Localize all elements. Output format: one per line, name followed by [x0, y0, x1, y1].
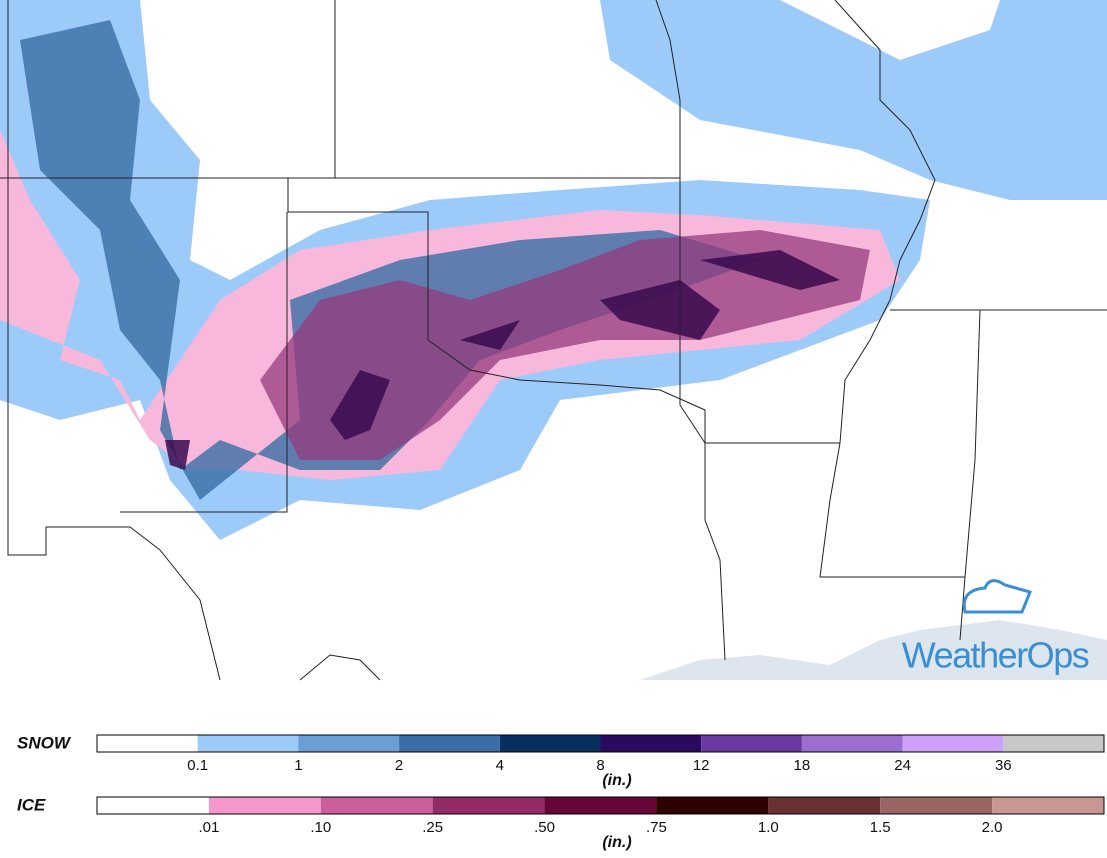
legend-label: .50 — [534, 819, 555, 836]
legend-swatch — [97, 735, 198, 752]
legend-swatch — [902, 735, 1004, 752]
legend-label: 2 — [395, 757, 403, 774]
legend-label: 1 — [294, 757, 302, 774]
legend-label: 12 — [693, 757, 710, 774]
legend-swatch — [701, 735, 802, 752]
legend-swatch — [544, 797, 657, 814]
legend-swatch — [320, 797, 433, 814]
legend-label: .75 — [646, 819, 667, 836]
legend-label: .01 — [198, 819, 219, 836]
logo-icon — [962, 579, 1033, 614]
legend-frame — [96, 734, 1105, 753]
logo-text: WeatherOps — [902, 635, 1089, 676]
logo: WeatherOps — [902, 579, 1090, 676]
legend-label: 18 — [794, 757, 811, 774]
map — [0, 0, 1107, 681]
legend-swatch — [208, 797, 321, 814]
legend-swatch — [992, 797, 1104, 814]
legend-swatch — [768, 797, 881, 814]
legend-label: 1.0 — [758, 819, 779, 836]
legend-title: ICE — [17, 795, 46, 814]
legend-label: 8 — [596, 757, 604, 774]
legend-unit: (in.) — [602, 834, 631, 851]
legend-swatch — [499, 735, 601, 752]
legend-swatch — [656, 797, 769, 814]
legend-frame — [96, 796, 1105, 815]
legend-label: 24 — [894, 757, 911, 774]
legend-label: 0.1 — [187, 757, 208, 774]
gulf-water — [640, 620, 1107, 680]
legend-swatch — [1003, 735, 1104, 752]
legend-swatch — [432, 797, 545, 814]
borders — [0, 0, 1107, 681]
legend-label: 36 — [995, 757, 1012, 774]
legend-label: 1.5 — [870, 819, 891, 836]
legend-swatch — [298, 735, 400, 752]
ice-area — [165, 250, 840, 470]
legend-swatch — [801, 735, 903, 752]
legend-swatch — [600, 735, 702, 752]
legend-swatch — [197, 735, 299, 752]
ice-area — [260, 230, 870, 460]
legend-swatch — [399, 735, 500, 752]
legend-unit: (in.) — [602, 772, 631, 789]
legend-label: 4 — [496, 757, 504, 774]
legend-label: .25 — [422, 819, 443, 836]
legend-swatch — [880, 797, 993, 814]
snow-area — [0, 0, 1107, 200]
legend-swatch — [97, 797, 209, 814]
legend-label: .10 — [310, 819, 331, 836]
legend-title: SNOW — [17, 733, 72, 752]
legend-label: 2.0 — [982, 819, 1003, 836]
